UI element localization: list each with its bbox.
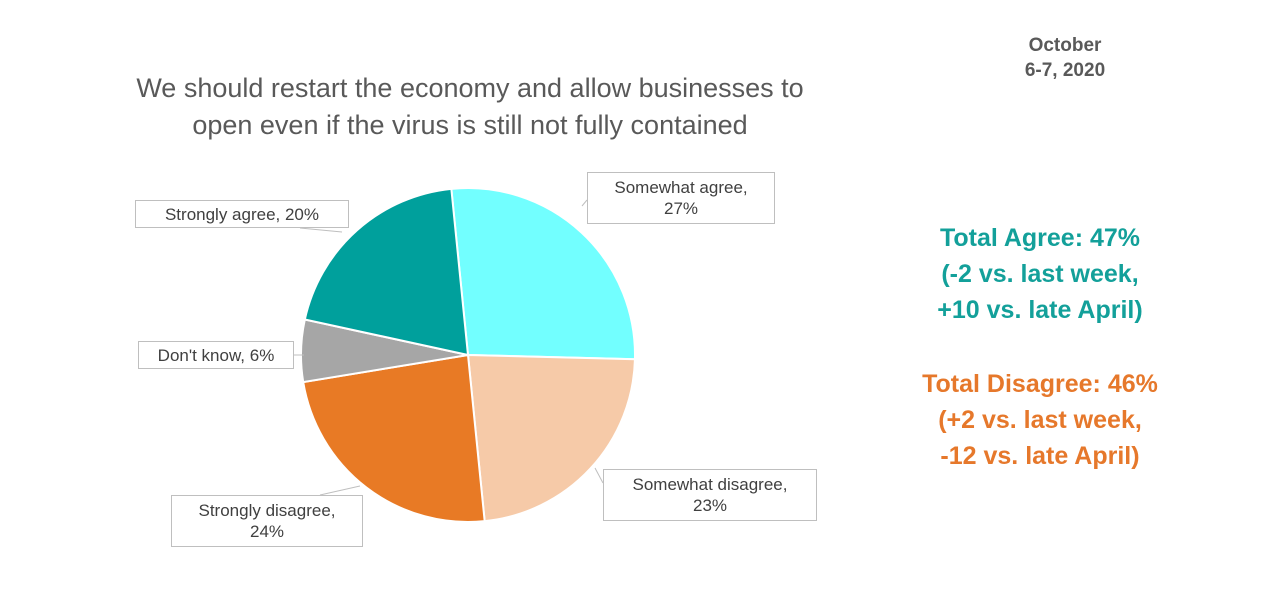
pie-slices [300,187,636,523]
date-line-1: October [1028,35,1102,56]
chart-title: We should restart the economy and allow … [60,70,880,144]
total-agree-line-2: (-2 vs. last week, [941,260,1139,288]
total-agree-summary: Total Agree: 47% (-2 vs. last week, +10 … [880,220,1200,328]
callout-strongly-disagree: Strongly disagree, 24% [171,495,363,547]
total-agree-line-1: Total Agree: 47% [939,224,1141,252]
callout-somewhat-agree: Somewhat agree, 27% [587,172,775,224]
pie-slice-somewhat-agree [450,187,636,361]
leader-strongly-agree [299,227,343,233]
total-disagree-line-2: (+2 vs. last week, [938,406,1142,434]
pie-slice-strongly-disagree [302,353,486,523]
pie-slice-strongly-agree [303,187,470,357]
callout-somewhat-disagree: Somewhat disagree, 23% [603,469,817,521]
chart-title-line-1: We should restart the economy and allow … [136,73,804,103]
pie-slice-somewhat-disagree [466,353,636,523]
leader-somewhat-agree [581,199,588,207]
leader-strongly-disagree [319,485,361,496]
total-agree-line-3: +10 vs. late April) [937,296,1143,324]
callout-dont-know: Don't know, 6% [138,341,294,369]
leader-somewhat-disagree [594,467,604,484]
survey-date: October 6-7, 2020 [980,33,1150,83]
total-disagree-line-1: Total Disagree: 46% [922,370,1158,398]
callout-strongly-agree: Strongly agree, 20% [135,200,349,228]
chart-title-line-2: open even if the virus is still not full… [192,110,748,140]
date-line-2: 6-7, 2020 [1024,60,1106,81]
total-disagree-summary: Total Disagree: 46% (+2 vs. last week, -… [880,366,1200,474]
total-disagree-line-3: -12 vs. late April) [940,442,1140,470]
callout-leader-lines [294,199,604,496]
